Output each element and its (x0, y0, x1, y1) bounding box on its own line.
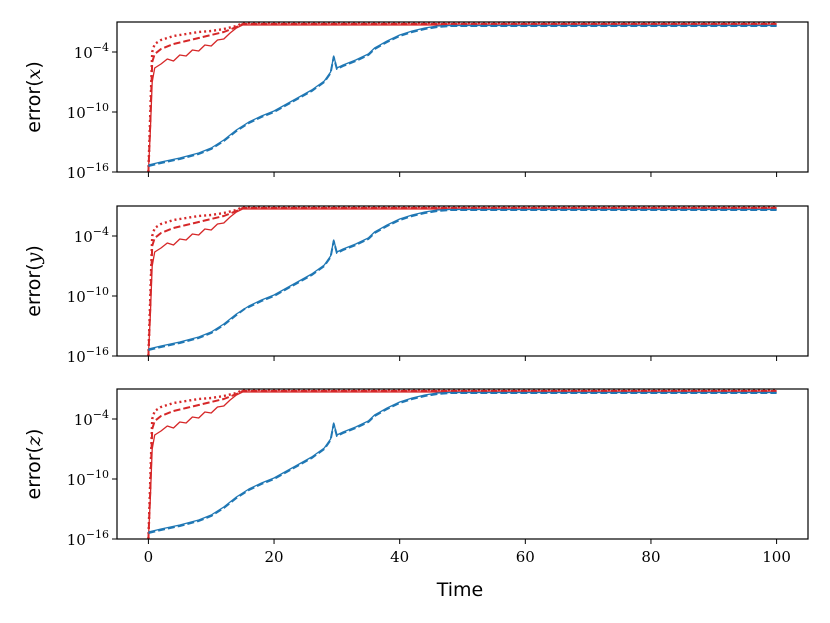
x-tick-label: 100 (762, 548, 791, 566)
y-axis-label: error(z) (23, 429, 45, 500)
y-axis-label: error(y) (23, 245, 45, 317)
y-tick-label: 10−10 (67, 285, 109, 306)
y-tick-label: 10−16 (67, 161, 109, 182)
panel-z: 0 20 40 60 80 100 10−4 10−10 10−16 error(z) (23, 388, 809, 566)
y-tick-label: 10−4 (74, 41, 109, 62)
series-blue-solid-line (148, 24, 777, 166)
y-tick-label: 10−16 (67, 528, 109, 549)
axes-frame (116, 21, 809, 173)
y-tick-label: 10−10 (67, 468, 109, 489)
series-red-solid-line (147, 391, 777, 539)
x-axis-label: Time (436, 579, 484, 601)
panel-y: 10−4 10−10 10−16 error(y) (23, 205, 809, 366)
x-tick-label: 20 (264, 548, 283, 566)
series-red-dot-line (147, 22, 777, 172)
series-red-dash-line (147, 207, 777, 356)
series-red-solid-line (147, 208, 777, 356)
x-tick-label: 0 (144, 548, 154, 566)
y-axis-label: error(x) (23, 61, 45, 133)
x-tick-label: 80 (641, 548, 660, 566)
series-blue-dash-line (148, 392, 777, 534)
y-tick-label: 10−10 (67, 101, 109, 122)
series-red-dash-line (147, 23, 777, 172)
series-blue-dash-line (148, 209, 777, 351)
y-tick-label: 10−4 (74, 225, 109, 246)
series-red-dot-line (147, 389, 777, 539)
series-red-dash-line (147, 390, 777, 539)
axes-frame (116, 388, 809, 540)
series-blue-solid-line (148, 391, 777, 533)
y-tick-label: 10−16 (67, 345, 109, 366)
series-blue-solid-line (148, 208, 777, 350)
series-blue-dash-line (148, 25, 777, 167)
series-red-dot-line (147, 206, 777, 356)
y-tick-label: 10−4 (74, 408, 109, 429)
x-tick-label: 60 (516, 548, 535, 566)
axes-frame (116, 205, 809, 357)
x-tick-label: 40 (390, 548, 409, 566)
series-red-solid-line (147, 24, 777, 172)
panel-x: 10−4 10−10 10−16 error(x) (23, 21, 809, 182)
